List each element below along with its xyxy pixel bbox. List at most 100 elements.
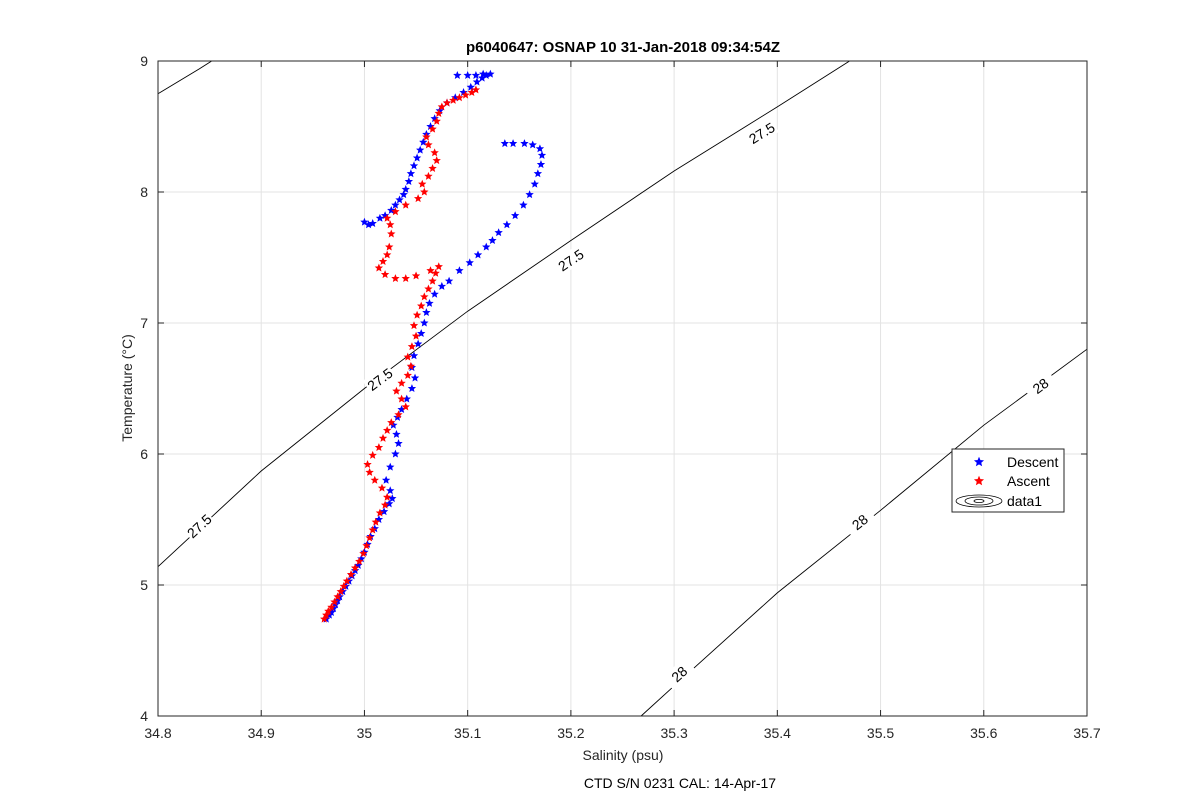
- descent-point: [391, 200, 400, 209]
- ascent-point: [437, 102, 447, 111]
- ascent-point: [387, 229, 396, 238]
- descent-point: [391, 449, 400, 458]
- ascent-point: [431, 268, 440, 277]
- x-tick-label: 34.9: [248, 725, 275, 741]
- legend-contour-icon: [955, 494, 1003, 508]
- y-tick-label: 7: [140, 315, 148, 331]
- descent-point: [519, 200, 528, 209]
- ascent-point: [413, 194, 423, 203]
- descent-point: [409, 351, 419, 360]
- ascent-point: [342, 576, 352, 585]
- ascent-point: [449, 95, 458, 104]
- descent-point: [386, 462, 395, 471]
- ascent-point: [401, 200, 410, 209]
- ascent-point: [387, 418, 396, 427]
- ascent-point: [336, 587, 345, 596]
- plot-frame: [157, 60, 1088, 717]
- descent-point: [486, 69, 495, 78]
- ascent-point: [434, 262, 443, 271]
- ascent-point: [471, 85, 481, 94]
- ascent-point: [411, 271, 421, 280]
- y-tick-label: 4: [140, 708, 148, 724]
- calibration-note: CTD S/N 0231 CAL: 14-Apr-17: [584, 775, 776, 791]
- descent-point: [401, 185, 410, 193]
- descent-point: [508, 139, 518, 148]
- density-contour-line: [157, 60, 850, 568]
- ascent-point: [374, 443, 384, 451]
- descent-point: [430, 289, 439, 298]
- descent-point: [536, 160, 546, 169]
- legend-ascent-marker: [973, 475, 985, 486]
- ascent-point: [424, 140, 433, 149]
- ascent-point: [394, 410, 403, 419]
- y-axis-label: Temperature (°C): [119, 334, 135, 442]
- descent-point: [533, 169, 543, 178]
- ascent-point: [461, 90, 470, 99]
- descent-point: [478, 69, 488, 78]
- descent-point: [525, 190, 534, 199]
- descent-point: [425, 298, 434, 307]
- ascent-point: [417, 301, 426, 310]
- contour-label-bg: [553, 244, 588, 276]
- ascent-point: [422, 132, 431, 141]
- y-tick-label: 5: [140, 577, 148, 593]
- ascent-point: [418, 179, 427, 188]
- x-tick-label: 34.8: [144, 725, 171, 741]
- contour-label-bg: [662, 657, 696, 691]
- ascent-point: [428, 276, 437, 285]
- ascent-point: [380, 270, 390, 279]
- ascent-point: [403, 352, 412, 361]
- contour-label-bg: [842, 505, 877, 538]
- descent-point: [502, 220, 512, 229]
- ascent-point: [382, 492, 392, 501]
- descent-point: [488, 236, 497, 245]
- ascent-point: [382, 250, 392, 259]
- ascent-point: [411, 331, 421, 340]
- ascent-point: [374, 263, 384, 272]
- ascent-point: [428, 124, 437, 133]
- descent-point: [410, 373, 420, 382]
- x-tick-label: 35.4: [764, 725, 791, 741]
- x-tick-label: 35.3: [660, 725, 687, 741]
- data-points: [320, 69, 547, 623]
- descent-point: [404, 177, 413, 186]
- ascent-point: [412, 310, 422, 319]
- legend-box: [951, 448, 1065, 513]
- ascent-point: [406, 361, 416, 370]
- axis-ticks: 34.8 34.9 35 35.1 35.2 35.3 35.4 35.5 35.6 35.7 4 5…: [140, 53, 1101, 741]
- ascent-point: [430, 148, 439, 157]
- ascent-point: [365, 467, 374, 476]
- ascent-point: [455, 93, 464, 102]
- contour-label-bg: [362, 363, 397, 395]
- legend-label-descent: Descent: [1007, 454, 1058, 470]
- descent-point: [463, 71, 472, 79]
- descent-point: [412, 153, 422, 162]
- ascent-point: [432, 156, 441, 165]
- ascent-point: [355, 557, 364, 565]
- descent-point: [392, 429, 401, 438]
- y-tick-label: 9: [140, 53, 148, 69]
- descent-point: [500, 139, 509, 148]
- ascent-point: [322, 610, 331, 619]
- chart-title: p6040647: OSNAP 10 31-Jan-2018 09:34:54Z: [466, 39, 780, 56]
- ascent-point: [426, 266, 435, 275]
- x-tick-label: 35.7: [1073, 725, 1100, 741]
- ascent-point: [371, 517, 380, 526]
- x-tick-label: 35.1: [454, 725, 481, 741]
- descent-point: [510, 211, 520, 220]
- ascent-point: [333, 592, 342, 601]
- ascent-point: [346, 570, 356, 579]
- density-contour-line: [640, 348, 1088, 717]
- descent-point: [422, 308, 431, 317]
- legend-label-ascent: Ascent: [1007, 473, 1050, 489]
- descent-point: [386, 486, 395, 495]
- ascent-point: [424, 171, 433, 180]
- y-tick-label: 8: [140, 184, 148, 200]
- x-tick-label: 35.6: [970, 725, 997, 741]
- ascent-point: [368, 450, 377, 459]
- descent-point: [406, 169, 416, 178]
- ascent-point: [397, 394, 406, 403]
- descent-point: [528, 140, 537, 149]
- ascent-point: [382, 426, 392, 434]
